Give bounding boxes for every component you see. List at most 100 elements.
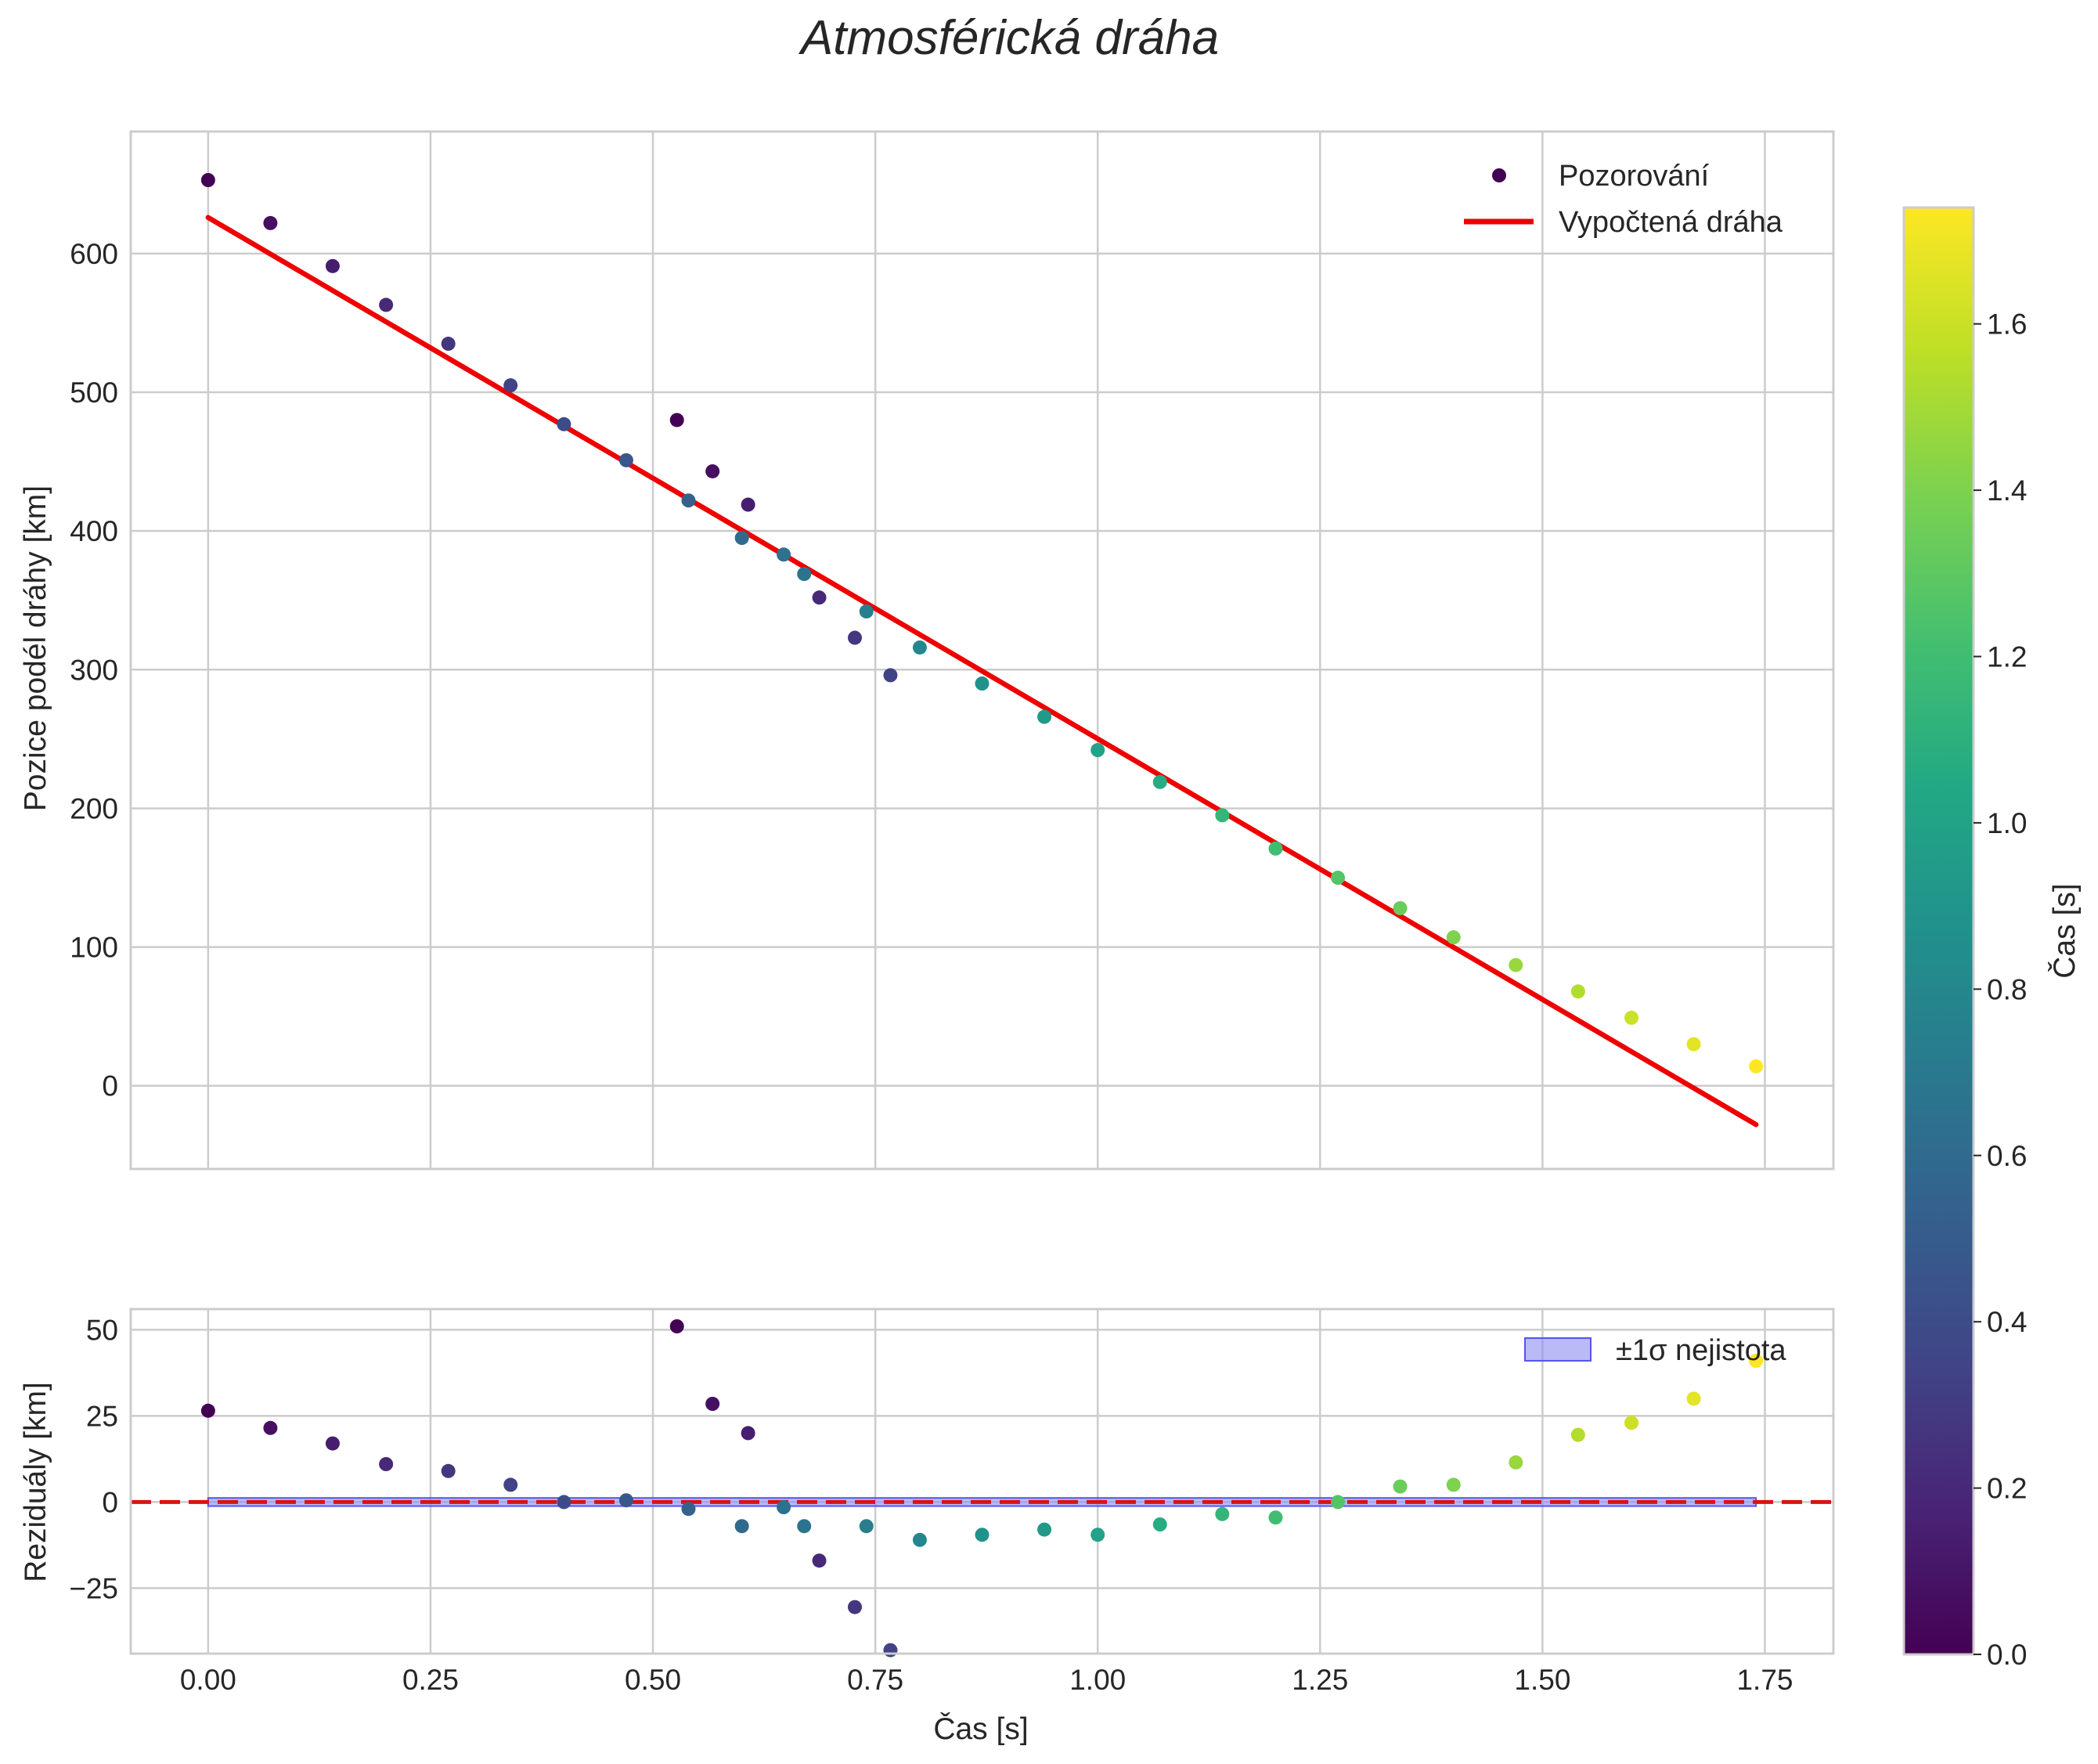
residual-point xyxy=(669,1319,684,1333)
observation-point xyxy=(669,413,684,427)
observation-point xyxy=(1152,774,1167,789)
x-axis-label: Čas [s] xyxy=(933,1712,1028,1746)
bottom-y-tick-label: 50 xyxy=(86,1314,118,1346)
colorbar-label: Čas [s] xyxy=(2047,883,2082,978)
observation-point xyxy=(681,493,696,508)
colorbar-tick-label: 0.8 xyxy=(1987,973,2027,1005)
observation-point xyxy=(797,567,812,582)
residual-point xyxy=(1749,1354,1764,1368)
residual-point xyxy=(325,1436,340,1451)
residual-point xyxy=(1509,1455,1523,1470)
colorbar-tick-label: 1.4 xyxy=(1987,474,2027,507)
observation-point xyxy=(741,497,755,512)
observation-point xyxy=(1570,984,1585,999)
chart-title: Atmosférická dráha xyxy=(798,11,1219,65)
colorbar-tick-label: 1.0 xyxy=(1987,807,2027,839)
residual-point xyxy=(1331,1495,1346,1510)
top-panel-points xyxy=(200,172,1764,1073)
top-y-tick-label: 300 xyxy=(70,654,118,686)
observation-point xyxy=(263,215,278,230)
residual-point xyxy=(503,1477,518,1492)
residual-point xyxy=(1686,1391,1701,1406)
observation-point xyxy=(912,640,927,655)
residual-point xyxy=(1215,1506,1230,1521)
x-tick-label: 1.50 xyxy=(1514,1664,1570,1696)
observation-point xyxy=(557,417,571,431)
observation-point xyxy=(859,604,874,619)
observation-point xyxy=(441,337,456,352)
colorbar xyxy=(1904,207,1974,1654)
observation-point xyxy=(1624,1010,1639,1025)
residual-point xyxy=(1570,1427,1585,1442)
observation-point xyxy=(1509,958,1523,972)
x-tick-label: 0.75 xyxy=(847,1664,903,1696)
residual-point xyxy=(975,1528,990,1542)
observation-point xyxy=(734,531,749,546)
top-y-axis-label: Pozice podél dráhy [km] xyxy=(19,485,52,811)
residual-point xyxy=(812,1553,827,1568)
bottom-y-axis-label: Reziduály [km] xyxy=(19,1382,52,1582)
observation-point xyxy=(812,590,827,605)
observation-point xyxy=(1215,808,1230,823)
top-panel-y-ticks: 0 100 200 300 400 500 600 xyxy=(70,238,118,1102)
top-panel-grid xyxy=(131,132,1833,1169)
top-y-tick-label: 500 xyxy=(70,377,118,409)
residual-point xyxy=(1393,1479,1408,1494)
top-y-tick-label: 200 xyxy=(70,792,118,824)
residual-point xyxy=(1037,1522,1052,1537)
colorbar-ticks: 0.0 0.2 0.4 0.6 0.8 1.0 1.2 1.4 1.6 xyxy=(1974,308,2027,1671)
bottom-panel-frame xyxy=(129,1308,1835,1655)
colorbar-tick-label: 0.4 xyxy=(1987,1306,2027,1338)
observation-point xyxy=(1686,1037,1701,1052)
x-axis-ticks: 0.00 0.25 0.50 0.75 1.00 1.25 1.50 1.75 xyxy=(180,1664,1793,1696)
legend-label-fit: Vypočtená dráha xyxy=(1559,206,1783,239)
colorbar-tick-label: 1.6 xyxy=(1987,308,2027,341)
residual-point xyxy=(1268,1510,1283,1525)
colorbar-tick-label: 1.2 xyxy=(1987,641,2027,673)
residual-point xyxy=(734,1519,749,1534)
fit-line xyxy=(205,215,1759,1127)
legend-label-uncertainty: ±1σ nejistota xyxy=(1616,1334,1786,1367)
observation-point xyxy=(883,668,898,683)
bottom-panel-y-ticks: −25 0 25 50 xyxy=(69,1314,118,1604)
legend-label-observations: Pozorování xyxy=(1559,160,1710,193)
bottom-y-tick-label: 0 xyxy=(102,1486,118,1518)
residual-point xyxy=(263,1420,278,1435)
residual-point xyxy=(1152,1517,1167,1531)
observation-point xyxy=(1446,930,1461,945)
residual-point xyxy=(912,1532,927,1547)
bottom-legend: ±1σ nejistota xyxy=(1524,1334,1786,1367)
residual-point xyxy=(859,1519,874,1534)
observation-point xyxy=(503,378,518,393)
residual-point xyxy=(777,1500,791,1514)
bottom-y-tick-label: 25 xyxy=(86,1400,118,1432)
residual-point xyxy=(705,1397,720,1411)
bottom-y-tick-label: −25 xyxy=(69,1572,118,1604)
bottom-panel-points xyxy=(200,1319,1764,1658)
colorbar-tick-label: 0.6 xyxy=(1987,1140,2027,1172)
x-tick-label: 1.00 xyxy=(1069,1664,1126,1696)
residual-point xyxy=(681,1502,696,1517)
residual-point xyxy=(200,1403,215,1418)
residual-point xyxy=(1446,1477,1461,1492)
residual-point xyxy=(441,1463,456,1478)
residual-point xyxy=(1624,1416,1639,1430)
x-tick-label: 1.75 xyxy=(1736,1664,1793,1696)
residual-point xyxy=(848,1600,862,1614)
observation-point xyxy=(618,453,633,467)
observation-point xyxy=(1331,871,1346,886)
observation-point xyxy=(1393,900,1408,915)
residual-point xyxy=(741,1426,755,1441)
residual-point xyxy=(1090,1528,1105,1542)
colorbar-frame xyxy=(1902,206,1975,1656)
top-y-tick-label: 100 xyxy=(70,932,118,964)
top-y-tick-label: 600 xyxy=(70,238,118,270)
observation-point xyxy=(1749,1059,1764,1073)
observation-point xyxy=(705,464,720,478)
x-tick-label: 0.50 xyxy=(625,1664,681,1696)
top-legend: Pozorování Vypočtená dráha xyxy=(1464,160,1783,239)
top-y-tick-label: 400 xyxy=(70,515,118,547)
residual-point xyxy=(379,1457,394,1471)
legend-marker-observations xyxy=(1492,168,1506,182)
